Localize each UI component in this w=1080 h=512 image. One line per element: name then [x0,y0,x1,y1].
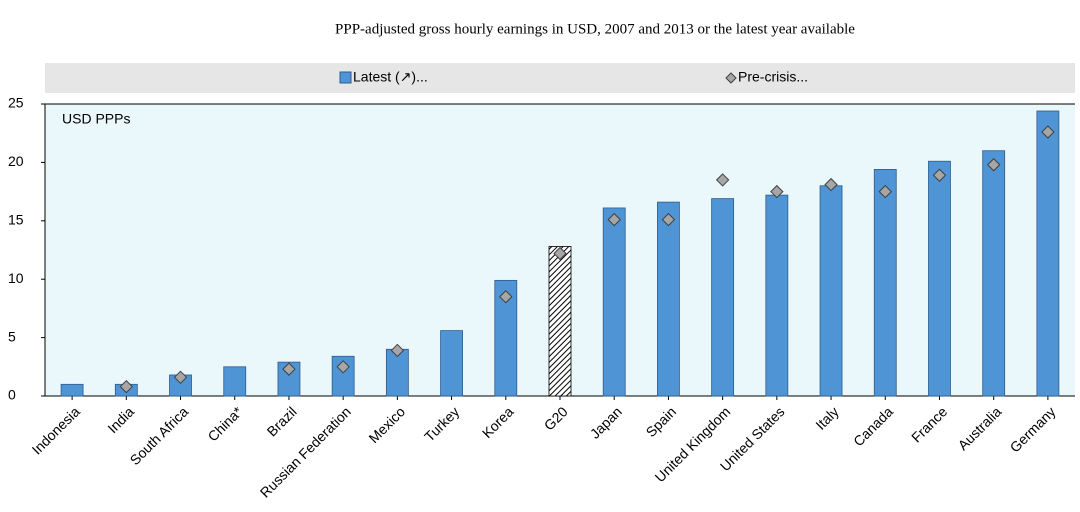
bar [982,150,1006,397]
marker [824,177,838,192]
marker [499,290,513,304]
bar [494,279,518,397]
legend-swatch [725,72,737,84]
x-tick-label: Canada [850,403,896,449]
y-tick-label: 10 [8,270,24,286]
x-tick-label: Germany [1007,403,1059,455]
x-tick-label: Indonesia [29,403,83,457]
bar [60,383,84,397]
marker [1041,125,1055,139]
marker [119,379,134,394]
bar [277,361,301,397]
marker [661,212,676,227]
x-tick-label: Russian Federation [257,403,354,500]
marker [282,362,296,376]
marker [336,360,350,374]
marker [607,212,621,227]
y-tick-label: 20 [8,153,24,169]
bar [765,194,789,397]
x-tick-label: Japan [587,403,625,441]
x-tick-label: Brazil [264,403,300,439]
x-tick-label: China* [204,403,245,444]
x-tick-label: Australia [955,403,1005,453]
y-tick-label: 5 [8,328,16,344]
x-tick-label: G20 [541,403,571,433]
marker [986,158,1001,172]
bar [928,160,951,397]
bar [819,185,843,397]
x-tick-label: Turkey [421,403,462,444]
bar [440,330,463,397]
x-tick-label: Italy [812,403,841,432]
x-tick-label: France [908,403,950,445]
y-tick-label: 25 [8,95,24,111]
marker [173,370,188,385]
x-tick-label: Mexico [365,403,408,446]
marker [770,184,784,199]
legend-label: Latest (↗)... [353,69,428,85]
bar [223,366,247,397]
x-tick-label: India [104,403,137,436]
y-tick-label: 15 [8,212,24,228]
bar [548,246,572,397]
x-tick-label: Spain [643,403,680,440]
marker [553,246,567,261]
chart-title: PPP-adjusted gross hourly earnings in US… [335,21,855,37]
bar [711,198,735,397]
x-tick-label: South Africa [127,403,192,468]
legend-swatch [339,71,352,84]
y-axis-title: USD PPPs [62,111,130,127]
marker [932,168,947,182]
legend-band [45,63,1075,93]
legend-label: Pre-crisis... [738,69,808,85]
bar [657,201,680,397]
bar [873,169,897,397]
marker [390,343,405,358]
marker [715,173,730,187]
marker [878,184,892,199]
bar [1036,110,1060,397]
y-tick-label: 0 [8,387,16,403]
bar [602,207,626,397]
x-tick-label: Korea [479,403,517,441]
